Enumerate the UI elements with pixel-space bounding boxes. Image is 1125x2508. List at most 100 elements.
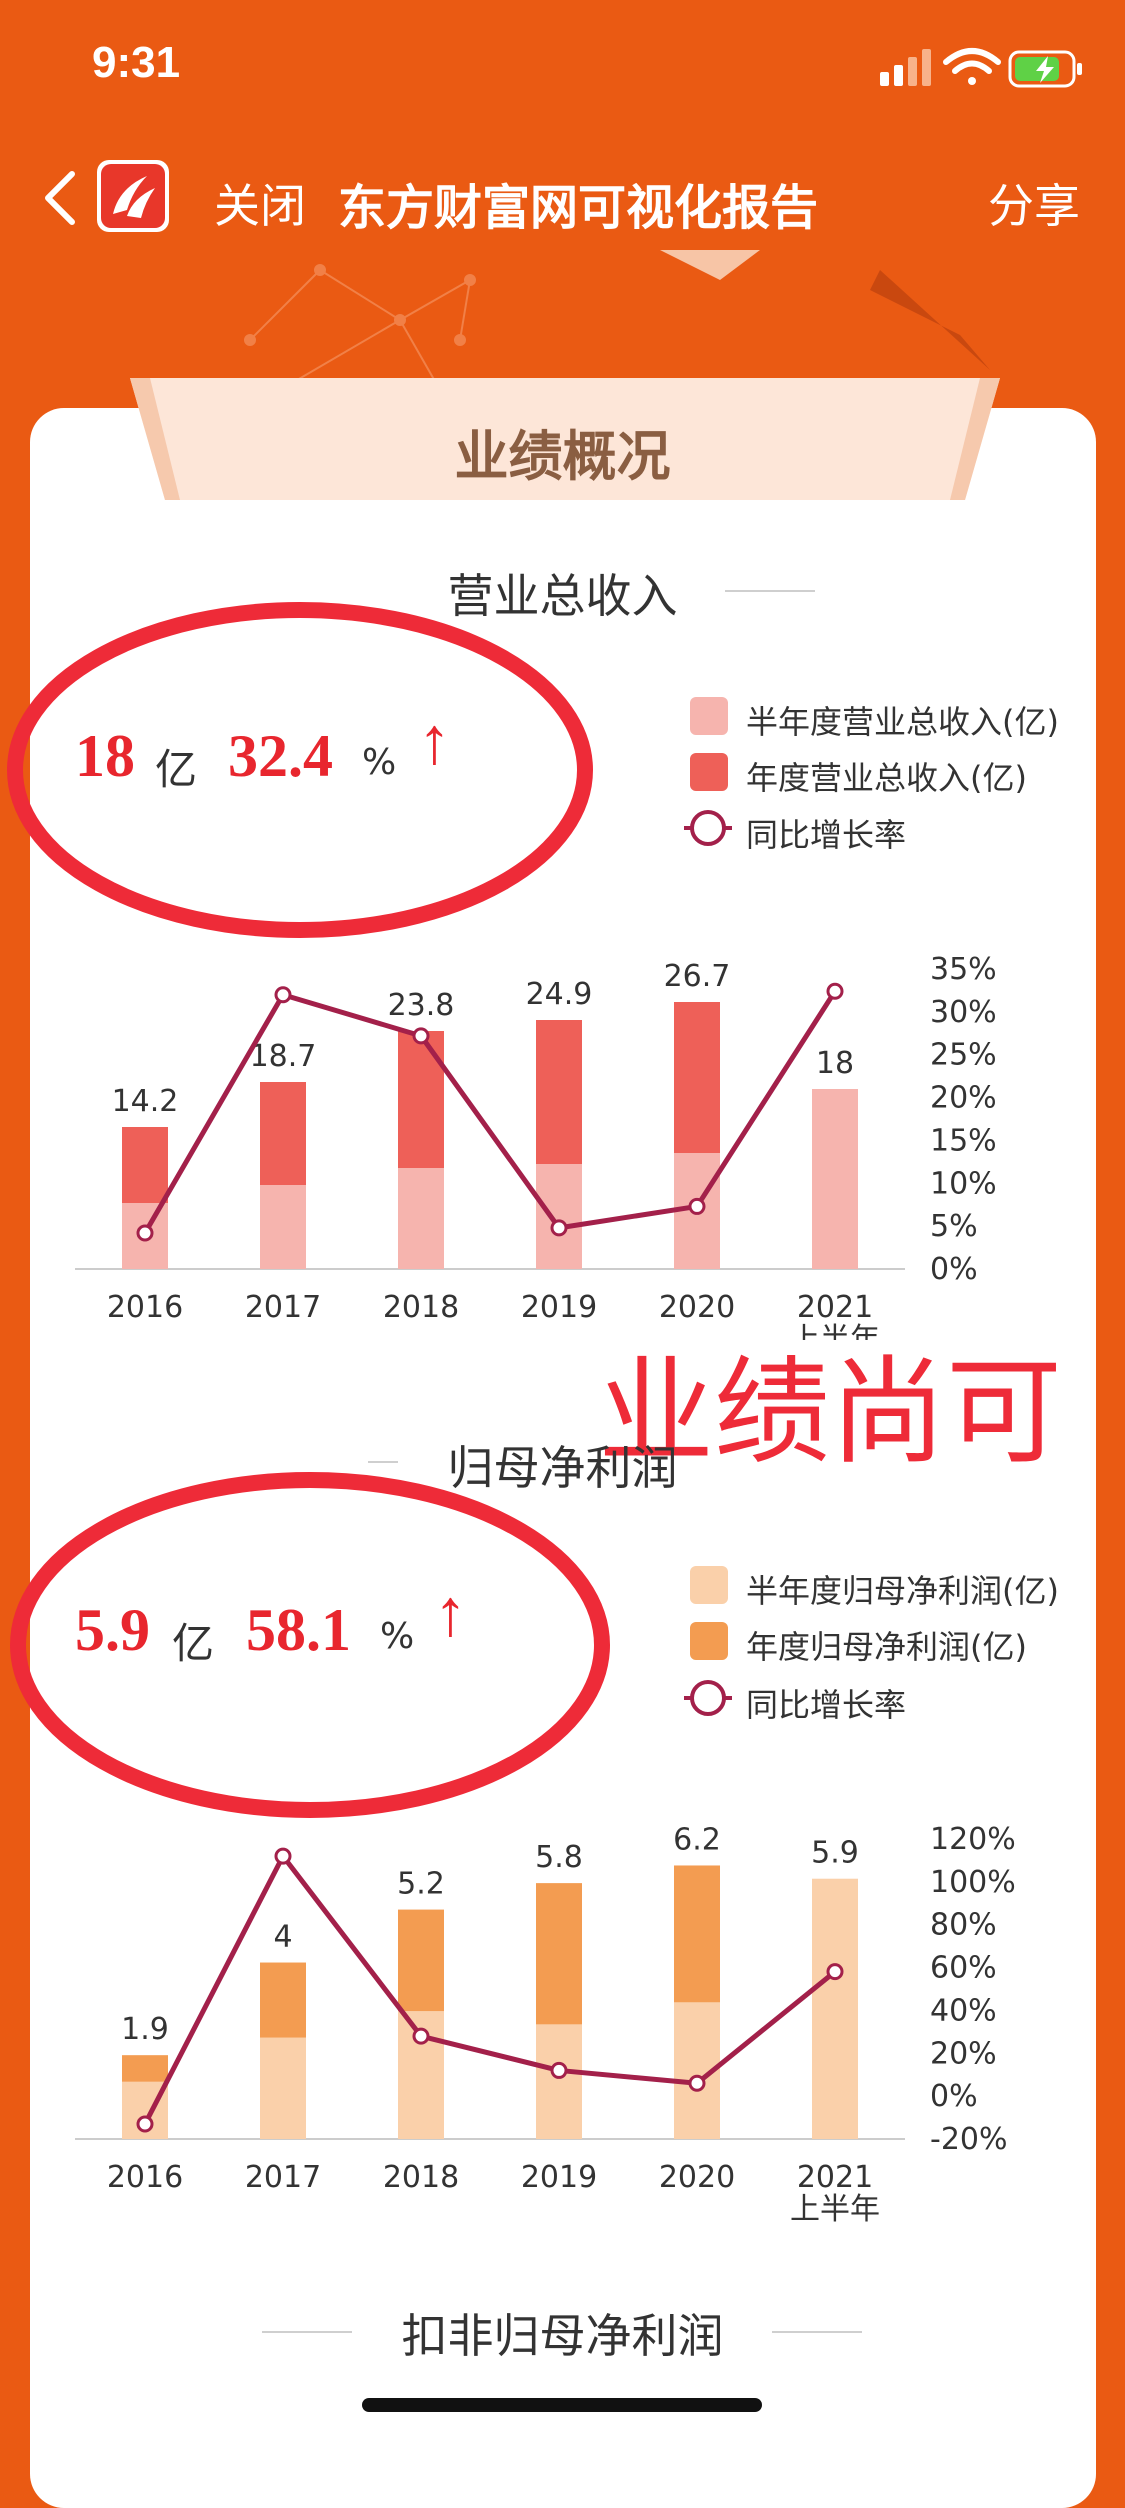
title-divider <box>772 2331 862 2333</box>
status-icons <box>880 48 1082 88</box>
page-title: 东方财富网可视化报告 <box>338 180 819 236</box>
revenue-chart: 14.2 2016 18.7 2017 23.8 2018 24.9 2019 26.7 2020… <box>75 952 997 1340</box>
bar-data-label: 6.2 <box>673 1822 721 1857</box>
growth-rate-point <box>688 2074 706 2092</box>
wifi-icon <box>943 48 1001 85</box>
growth-rate-point <box>136 2115 154 2133</box>
section-title-revenue: 营业总收入 <box>447 569 678 623</box>
x-tick-label: 2019 <box>521 1290 597 1325</box>
y2-tick-label: 60% <box>930 1951 997 1986</box>
x-tick-label: 2021 <box>797 1290 873 1325</box>
title-divider <box>725 590 815 592</box>
growth-rate-point <box>826 982 844 1000</box>
legend-swatch-half <box>690 697 728 735</box>
legend-label: 年度营业总收入(亿) <box>746 759 1027 797</box>
legend-label: 半年度归母净利润(亿) <box>746 1572 1059 1610</box>
bar-data-label: 4 <box>273 1920 292 1955</box>
bar-half-year <box>260 1185 306 1269</box>
bar-half-year <box>536 1164 582 1269</box>
legend-swatch-full <box>690 1622 728 1660</box>
bar-data-label: 18 <box>816 1046 854 1081</box>
y2-tick-label: 30% <box>930 995 997 1030</box>
legend-label: 同比增长率 <box>746 816 907 854</box>
y2-tick-label: 120% <box>930 1822 1016 1857</box>
y2-tick-label: 25% <box>930 1038 997 1073</box>
y2-tick-label: 35% <box>930 952 997 987</box>
x-tick-label: 2018 <box>383 1290 459 1325</box>
y2-tick-label: 100% <box>930 1865 1016 1900</box>
x-tick-label: 2017 <box>245 2160 321 2195</box>
legend-ring-marker <box>690 810 726 846</box>
legend-label: 年度归母净利润(亿) <box>746 1628 1027 1666</box>
growth-rate-point <box>274 1847 292 1865</box>
x-tick-label: 上半年 <box>790 2192 880 2227</box>
x-tick-label: 2016 <box>107 2160 183 2195</box>
y2-tick-label: 0% <box>930 2079 978 2114</box>
bar-data-label: 23.8 <box>388 988 455 1023</box>
growth-rate-point <box>274 986 292 1004</box>
app-logo <box>97 160 169 232</box>
share-button[interactable]: 分享 <box>988 179 1080 233</box>
growth-rate-point <box>826 1963 844 1981</box>
x-tick-label: 上半年 <box>790 1322 880 1340</box>
bar-data-label: 5.8 <box>535 1840 583 1875</box>
growth-rate-point <box>412 1027 430 1045</box>
battery-icon <box>1008 50 1082 88</box>
x-tick-label: 2020 <box>659 1290 735 1325</box>
bar-half-year <box>536 2024 582 2139</box>
signal-icon <box>880 49 931 86</box>
bar-data-label: 26.7 <box>664 959 731 994</box>
bar-half-year <box>398 1168 444 1269</box>
legend-label: 同比增长率 <box>746 1686 907 1724</box>
net-profit-value: 5.9 <box>75 1597 150 1663</box>
y2-tick-label: 0% <box>930 1252 978 1287</box>
overlay-note: 业绩尚可 <box>598 1345 1062 1480</box>
x-tick-label: 2018 <box>383 2160 459 2195</box>
up-arrow-icon: ↑ <box>418 705 451 778</box>
eastmoney-logo-icon <box>101 164 165 228</box>
x-tick-label: 2021 <box>797 2160 873 2195</box>
status-time: 9:31 <box>92 38 181 87</box>
title-divider <box>262 2331 352 2333</box>
close-button[interactable]: 关闭 <box>214 179 306 233</box>
legend-swatch-half <box>690 1566 728 1604</box>
y2-tick-label: 10% <box>930 1166 997 1201</box>
net-profit-growth: 58.1 <box>246 1597 351 1663</box>
y2-tick-label: 20% <box>930 2036 997 2071</box>
legend-swatch-full <box>690 753 728 791</box>
section-banner <box>130 378 1000 500</box>
revenue-growth: 32.4 <box>228 723 333 789</box>
net-profit-unit: 亿 <box>172 1619 215 1668</box>
bar-half-year <box>260 2037 306 2139</box>
section-title-net-profit: 归母净利润 <box>447 1441 678 1495</box>
legend-label: 半年度营业总收入(亿) <box>746 703 1059 741</box>
bar-half-year <box>812 1878 858 2139</box>
title-divider <box>368 1461 398 1463</box>
bar-data-label: 1.9 <box>121 2012 169 2047</box>
y2-tick-label: 40% <box>930 1993 997 2028</box>
net-profit-chart: 1.9 2016 4 2017 5.2 2018 5.8 2019 6.2 2020 5.9 2021… <box>75 1822 1016 2227</box>
report-card <box>30 408 1096 2508</box>
y2-tick-label: 20% <box>930 1081 997 1116</box>
up-arrow-icon: ↑ <box>434 1577 467 1650</box>
y2-tick-label: 80% <box>930 1908 997 1943</box>
x-tick-label: 2016 <box>107 1290 183 1325</box>
bar-data-label: 5.2 <box>397 1867 445 1902</box>
red-ellipse-annotation-1 <box>7 602 593 938</box>
revenue-unit: 亿 <box>155 745 198 794</box>
legend-ring-marker <box>690 1680 726 1716</box>
home-indicator <box>362 2398 762 2412</box>
back-chevron-icon[interactable] <box>40 170 80 226</box>
bar-half-year <box>812 1089 858 1269</box>
x-tick-label: 2019 <box>521 2160 597 2195</box>
revenue-growth-unit: % <box>362 742 397 783</box>
growth-rate-line <box>142 989 838 1235</box>
growth-rate-point <box>136 1224 154 1242</box>
y2-tick-label: 5% <box>930 1209 978 1244</box>
growth-rate-line <box>142 1853 837 2126</box>
growth-rate-point <box>550 1219 568 1237</box>
growth-rate-point <box>412 2027 430 2045</box>
y2-tick-label: -20% <box>930 2122 1008 2157</box>
revenue-value: 18 <box>75 723 135 789</box>
growth-rate-point <box>688 1197 706 1215</box>
